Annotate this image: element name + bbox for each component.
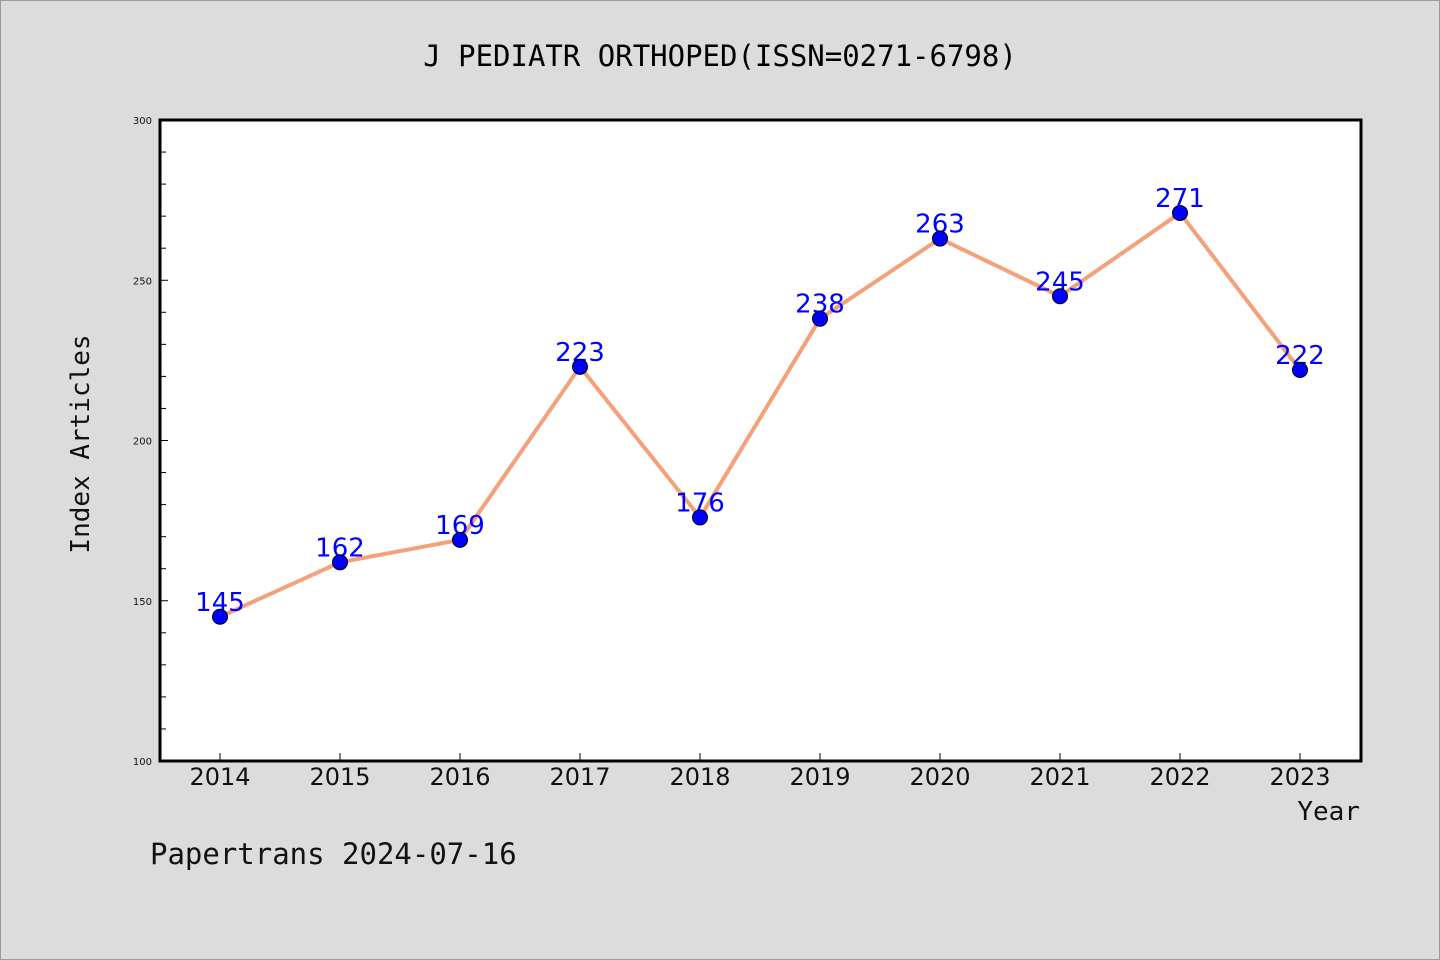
x-tick-label: 2015 [309,763,370,791]
data-point [812,310,828,327]
data-point [1172,204,1188,221]
x-tick-label: 2017 [549,763,610,791]
y-axis-label: Index Articles [66,334,96,553]
y-tick-label: 100 [133,757,152,768]
data-point [572,358,588,375]
x-tick-label: 2016 [429,763,490,791]
data-point [332,554,348,571]
data-point [1052,288,1068,305]
data-point [932,230,948,247]
data-point [452,531,468,548]
y-axis: 100 150 200 250 300 [133,116,168,768]
data-point [1292,361,1308,378]
y-tick-label: 200 [133,437,152,448]
chart-title: J PEDIATR ORTHOPED(ISSN=0271-6798) [423,39,1017,73]
x-tick-label: 2021 [1029,763,1090,791]
x-tick-label: 2020 [909,763,970,791]
x-tick-label: 2014 [189,763,250,791]
x-axis: 2014 2015 2016 2017 2018 2019 2020 2021 2022 2023 [189,753,1331,791]
x-axis-label: Year [1297,797,1360,827]
x-tick-label: 2022 [1149,763,1210,791]
series-line [218,210,1302,619]
footer-watermark: Papertrans 2024-07-16 [150,837,517,871]
y-tick-label: 150 [133,597,152,608]
x-tick-label: 2023 [1269,763,1330,791]
y-tick-label: 300 [133,116,152,127]
x-tick-label: 2019 [789,763,850,791]
y-tick-label: 250 [133,276,152,287]
x-tick-label: 2018 [669,763,730,791]
data-point [212,608,228,625]
data-point [692,509,708,526]
